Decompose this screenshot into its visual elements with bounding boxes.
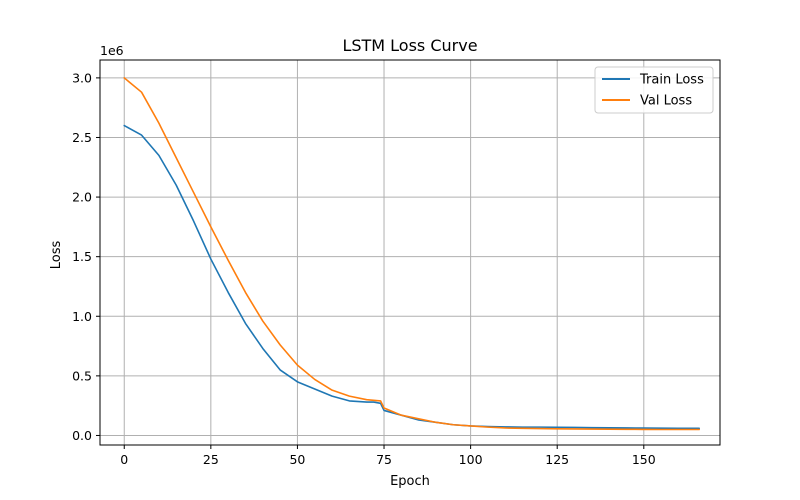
grid-layer [100,60,720,445]
val-loss-line [123,77,701,431]
x-tick-label: 25 [203,452,219,467]
y-axis-label: Loss [49,241,64,270]
tick-layer: 0 25 50 75 100 125 150 0.0 0.5 1.0 1.5 2.0 2.5 3.0 [72,70,656,467]
series-layer [123,77,701,431]
legend-label-val: Val Loss [640,94,692,109]
x-tick-label: 150 [632,452,656,467]
y-offset-label: 1e6 [100,43,124,58]
x-tick-label: 50 [289,452,305,467]
y-tick-label: 1.5 [72,249,92,264]
x-tick-label: 75 [376,452,392,467]
legend: Train Loss Val Loss [594,66,714,114]
x-tick-label: 100 [459,452,483,467]
chart-title: LSTM Loss Curve [342,36,477,55]
train-loss-line [123,124,701,430]
y-tick-label: 0.5 [72,368,92,383]
y-tick-label: 2.0 [72,190,92,205]
x-tick-label: 0 [120,452,128,467]
x-tick-label: 125 [545,452,569,467]
y-tick-label: 3.0 [72,70,92,85]
y-tick-label: 2.5 [72,130,92,145]
legend-label-train: Train Loss [639,73,704,88]
y-tick-label: 1.0 [72,309,92,324]
plot-frame [99,59,721,446]
x-axis-label: Epoch [390,474,430,489]
y-tick-label: 0.0 [72,428,92,443]
